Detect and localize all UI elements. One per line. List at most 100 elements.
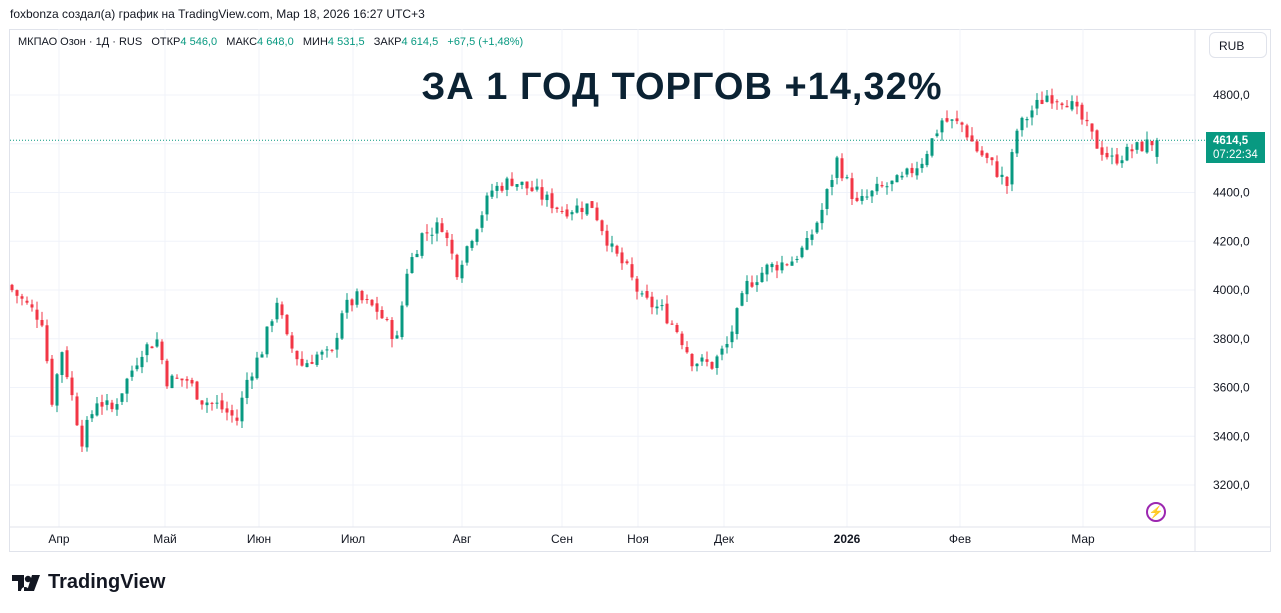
candle-body	[1085, 119, 1089, 122]
change-value: +67,5 (+1,48%)	[447, 36, 524, 48]
candle-body	[1045, 95, 1049, 102]
candle-body	[790, 261, 794, 266]
low-value: 4 531,5	[327, 36, 365, 48]
symbol-info[interactable]: МКПАО Озон · 1Д · RUS	[18, 36, 143, 48]
time-axis: Апр Май Июн Июл Авг Сен Ноя Дек 2026 Фев Мар	[10, 526, 1271, 546]
candle-body	[520, 181, 524, 185]
tradingview-logo[interactable]: TradingView	[12, 571, 165, 594]
candle-body	[675, 324, 679, 333]
candle-body	[805, 237, 809, 250]
candle-body	[860, 196, 864, 201]
candle-body	[305, 363, 309, 368]
candle-body	[645, 291, 649, 298]
candle-body	[1135, 142, 1139, 150]
candle-body	[15, 290, 19, 296]
candle-body	[150, 346, 154, 349]
candle-body	[10, 284, 14, 291]
candle-body	[170, 375, 174, 389]
candle-body	[280, 304, 284, 316]
candle-body	[120, 393, 124, 402]
candle-body	[665, 303, 669, 324]
candle-body	[1140, 141, 1144, 152]
candle-body	[1145, 139, 1149, 153]
candle-body	[560, 210, 564, 212]
candle-body	[490, 190, 494, 197]
candle-body	[235, 417, 239, 421]
candle-body	[595, 207, 599, 221]
candle-body	[405, 273, 409, 306]
candle-body	[1130, 149, 1134, 152]
candle-body	[615, 245, 619, 254]
candle-body	[810, 234, 814, 240]
candle-body	[1125, 146, 1129, 161]
candle-body	[980, 150, 984, 156]
candle-body	[955, 118, 959, 122]
candle-body	[625, 261, 629, 264]
candle-body	[450, 239, 454, 254]
candle-body	[45, 325, 49, 362]
candle-body	[320, 351, 324, 355]
candle-body	[725, 343, 729, 348]
candle-body	[1090, 123, 1094, 132]
candle-body	[365, 299, 369, 301]
candle-body	[745, 280, 749, 295]
lightning-icon[interactable]: ⚡	[1146, 502, 1166, 522]
candle-body	[525, 181, 529, 189]
candle-body	[590, 201, 594, 208]
candle-body	[105, 400, 109, 405]
candle-body	[1105, 152, 1109, 158]
time-tick-label: Фев	[949, 532, 971, 546]
candle-body	[475, 229, 479, 242]
time-tick-label: Апр	[48, 532, 70, 546]
candle-body	[1020, 117, 1024, 131]
close-value: 4 614,5	[401, 36, 439, 48]
candle-body	[400, 305, 404, 338]
candle-body	[260, 354, 264, 358]
candle-body	[515, 184, 519, 187]
candle-body	[800, 247, 804, 258]
candle-body	[1100, 147, 1104, 155]
candle-body	[970, 135, 974, 142]
price-tick-label: 3600,0	[1213, 381, 1250, 395]
candle-body	[65, 350, 69, 378]
headline: ЗА 1 ГОД ТОРГОВ +14,32%	[421, 66, 943, 108]
candle-body	[1040, 99, 1044, 104]
candle-body	[230, 410, 234, 416]
low-label: МИН	[302, 36, 328, 48]
price-axis: 3200,0 3400,0 3600,0 3800,0 4000,0 4200,0 4400…	[1194, 29, 1250, 552]
candle-body	[495, 185, 499, 191]
candle-body	[290, 335, 294, 349]
candle-body	[1070, 101, 1074, 110]
price-tick-label: 4400,0	[1213, 186, 1250, 200]
candle-body	[220, 400, 224, 410]
candle-body	[425, 232, 429, 234]
candle-body	[295, 350, 299, 360]
candle-body	[85, 419, 89, 448]
candle-body	[650, 296, 654, 308]
candle-body	[355, 291, 359, 305]
candle-body	[50, 358, 54, 405]
candle-body	[635, 278, 639, 292]
candle-body	[555, 207, 559, 209]
price-tick-label: 4800,0	[1213, 88, 1250, 102]
candle-body	[90, 414, 94, 419]
candle-body	[160, 341, 164, 361]
candle-body	[265, 326, 269, 355]
candle-body	[765, 264, 769, 275]
candle-body	[310, 362, 314, 364]
price-tick-label: 4200,0	[1213, 234, 1250, 248]
currency-button[interactable]: RUB	[1209, 32, 1267, 58]
candle-body	[750, 282, 754, 287]
candle-body	[535, 186, 539, 190]
candle-body	[35, 309, 39, 320]
candle-body	[685, 347, 689, 353]
candle-body	[870, 190, 874, 197]
candle-body	[275, 302, 279, 320]
candle-body	[145, 344, 149, 356]
candle-body	[350, 299, 354, 306]
candle-body	[620, 252, 624, 264]
candle-body	[845, 177, 849, 179]
candle-body	[95, 403, 99, 416]
candle-body	[1025, 118, 1029, 121]
